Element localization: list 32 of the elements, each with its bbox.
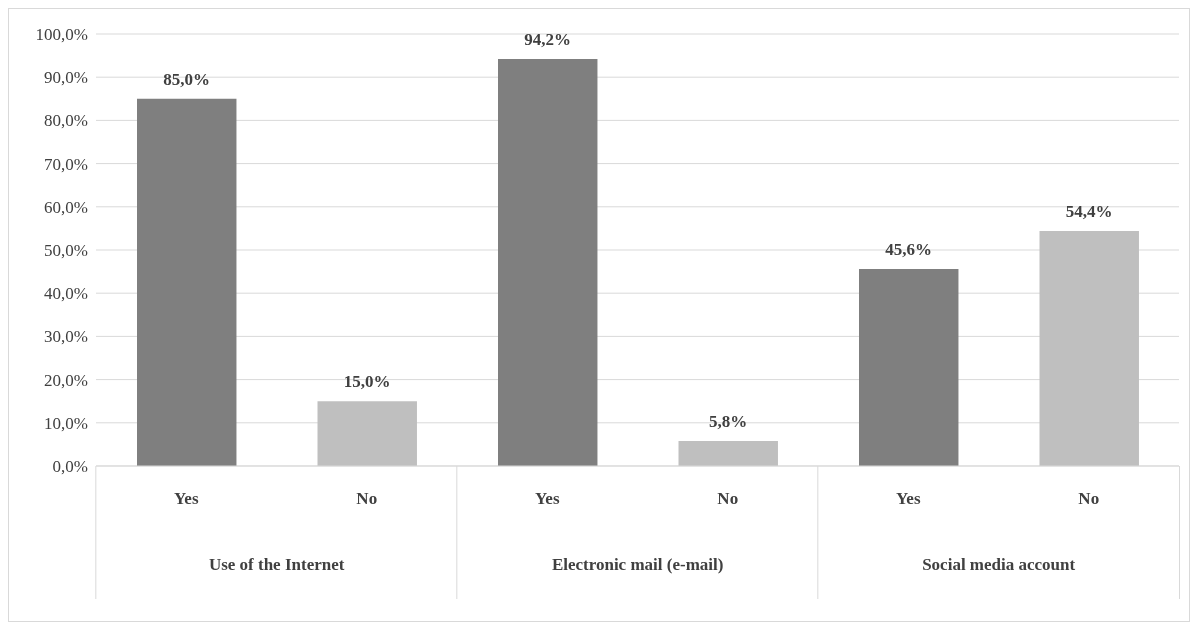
- y-tick-label: 50,0%: [44, 241, 88, 261]
- data-label: 54,4%: [1065, 201, 1113, 221]
- y-tick-label: 40,0%: [44, 284, 88, 304]
- x-tick-label: No: [717, 489, 739, 508]
- bar: [317, 401, 417, 466]
- x-tick-label: No: [1078, 489, 1100, 508]
- y-tick-label: 70,0%: [44, 154, 88, 174]
- y-tick-label: 60,0%: [44, 197, 88, 217]
- x-tick-label: Yes: [895, 489, 921, 508]
- y-tick-label: 0,0%: [52, 457, 88, 477]
- y-tick-label: 90,0%: [44, 68, 88, 88]
- data-label: 15,0%: [343, 372, 391, 392]
- bar: [859, 269, 959, 466]
- data-label: 85,0%: [163, 69, 211, 89]
- y-tick-label: 30,0%: [44, 327, 88, 347]
- bar: [678, 440, 778, 466]
- bar: [498, 59, 598, 466]
- data-label: 94,2%: [524, 30, 572, 50]
- text: Social media account: [922, 555, 1076, 574]
- x-tick-label: Yes: [173, 489, 199, 508]
- x-tick-label: Yes: [534, 489, 560, 508]
- text: Electronic mail (e-mail): [551, 555, 724, 574]
- bar: [1039, 230, 1139, 466]
- y-tick-label: 10,0%: [44, 413, 88, 433]
- y-tick-label: 100,0%: [35, 25, 88, 45]
- y-tick-label: 20,0%: [44, 370, 88, 390]
- bar: [137, 98, 237, 466]
- data-label: 45,6%: [885, 240, 933, 260]
- y-tick-label: 80,0%: [44, 111, 88, 131]
- x-tick-label: No: [356, 489, 378, 508]
- data-label: 5,8%: [709, 411, 748, 431]
- text: Use of the Internet: [208, 555, 345, 574]
